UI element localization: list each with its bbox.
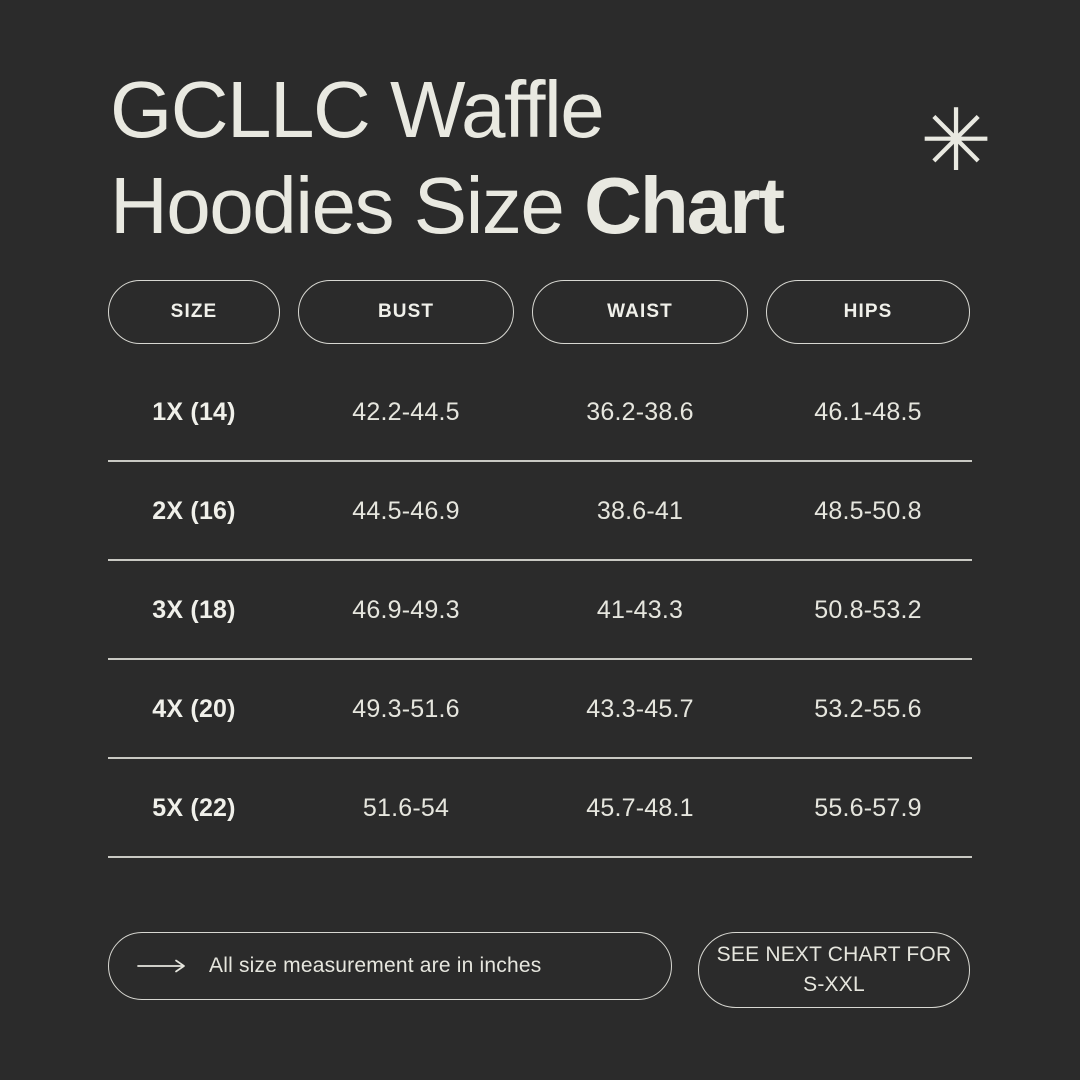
cell-size-value: 1X (14) [152, 398, 236, 426]
cell-bust: 44.5-46.9 [298, 462, 514, 561]
column-header-waist: WAIST [532, 280, 748, 344]
cell-size: 4X (20) [108, 660, 280, 759]
title-line-2: Hoodies Size Chart [110, 158, 990, 254]
title-line-2-strong: Chart [584, 161, 785, 250]
cell-hips-value: 50.8-53.2 [814, 596, 922, 624]
cell-waist-value: 36.2-38.6 [586, 398, 694, 426]
column-header-hips: HIPS [766, 280, 970, 344]
cell-waist-value: 38.6-41 [596, 497, 684, 525]
cell-bust: 46.9-49.3 [298, 561, 514, 660]
column-header-waist-label: WAIST [607, 301, 673, 322]
cell-bust-value: 49.3-51.6 [352, 695, 460, 723]
cell-size: 2X (16) [108, 462, 280, 561]
table-header-row: SIZE BUST WAIST HIPS [108, 280, 972, 344]
cell-size-value: 2X (16) [152, 497, 236, 525]
cell-bust: 49.3-51.6 [298, 660, 514, 759]
table-row: 4X (20) 49.3-51.6 43.3-45.7 53.2-55.6 [108, 660, 972, 759]
cell-waist-value: 41-43.3 [596, 596, 684, 624]
cell-hips: 55.6-57.9 [766, 759, 970, 858]
cell-hips: 46.1-48.5 [766, 363, 970, 462]
cell-size: 5X (22) [108, 759, 280, 858]
cell-waist: 45.7-48.1 [532, 759, 748, 858]
cell-hips: 53.2-55.6 [766, 660, 970, 759]
column-header-bust-label: BUST [377, 301, 435, 322]
next-chart-pill[interactable]: SEE NEXT CHART FOR S-XXL [698, 932, 970, 1008]
column-header-bust: BUST [298, 280, 514, 344]
size-table-body: 1X (14) 42.2-44.5 36.2-38.6 46.1-48.5 2X… [108, 363, 972, 858]
column-header-size-label: SIZE [170, 301, 218, 322]
cell-size: 3X (18) [108, 561, 280, 660]
table-row: 3X (18) 46.9-49.3 41-43.3 50.8-53.2 [108, 561, 972, 660]
table-row: 2X (16) 44.5-46.9 38.6-41 48.5-50.8 [108, 462, 972, 561]
table-row: 5X (22) 51.6-54 45.7-48.1 55.6-57.9 [108, 759, 972, 858]
cell-waist: 43.3-45.7 [532, 660, 748, 759]
title-line-2-regular: Hoodies Size [110, 161, 585, 250]
column-header-size: SIZE [108, 280, 280, 344]
cell-bust-value: 42.2-44.5 [352, 398, 460, 426]
cell-hips-value: 53.2-55.6 [814, 695, 922, 723]
arrow-right-icon [137, 958, 189, 974]
cell-hips-value: 46.1-48.5 [814, 398, 922, 426]
cell-hips-value: 48.5-50.8 [814, 497, 922, 525]
cell-bust-value: 46.9-49.3 [352, 596, 460, 624]
cell-bust: 51.6-54 [298, 759, 514, 858]
cell-hips-value: 55.6-57.9 [814, 794, 922, 822]
cell-waist: 36.2-38.6 [532, 363, 748, 462]
cell-waist-value: 45.7-48.1 [586, 794, 694, 822]
next-chart-label: SEE NEXT CHART FOR S-XXL [716, 943, 952, 996]
measurement-note-pill: All size measurement are in inches [108, 932, 672, 1000]
cell-waist: 41-43.3 [532, 561, 748, 660]
footer: All size measurement are in inches SEE N… [108, 932, 972, 1008]
cell-size-value: 3X (18) [152, 596, 236, 624]
column-header-hips-label: HIPS [843, 301, 893, 322]
cell-size-value: 5X (22) [152, 794, 236, 822]
table-row: 1X (14) 42.2-44.5 36.2-38.6 46.1-48.5 [108, 363, 972, 462]
cell-size-value: 4X (20) [152, 695, 236, 723]
cell-bust-value: 44.5-46.9 [352, 497, 460, 525]
cell-bust: 42.2-44.5 [298, 363, 514, 462]
cell-hips: 50.8-53.2 [766, 561, 970, 660]
cell-hips: 48.5-50.8 [766, 462, 970, 561]
cell-bust-value: 51.6-54 [362, 794, 450, 822]
measurement-note-text: All size measurement are in inches [209, 954, 542, 977]
cell-waist-value: 43.3-45.7 [586, 695, 694, 723]
title-line-1: GCLLC Waffle [110, 65, 605, 154]
asterisk-icon: ✳ [920, 93, 993, 189]
cell-size: 1X (14) [108, 363, 280, 462]
page-title: GCLLC Waffle Hoodies Size Chart [110, 62, 990, 254]
cell-waist: 38.6-41 [532, 462, 748, 561]
